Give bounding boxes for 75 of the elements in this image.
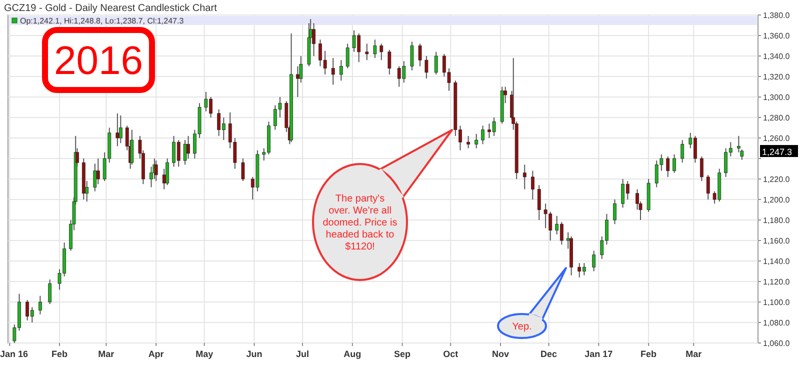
y-tick-label: 1,140.0 xyxy=(763,257,790,266)
candlestick xyxy=(410,41,414,71)
candlestick xyxy=(613,199,616,225)
year-badge: 2016 xyxy=(42,27,155,93)
candlestick xyxy=(680,140,684,164)
y-tick-label: 1,060.0 xyxy=(763,339,790,348)
x-tick-label: Jun xyxy=(246,349,262,359)
x-tick-label: May xyxy=(196,349,214,359)
price-tag: 1,247.3 xyxy=(760,145,798,158)
candlestick xyxy=(418,43,422,67)
y-tick-label: 1,080.0 xyxy=(763,318,790,328)
x-tick-label: Mar xyxy=(98,349,115,359)
candlestick xyxy=(700,156,704,182)
candlestick xyxy=(522,164,526,190)
y-tick-label: 1,260.0 xyxy=(763,134,790,143)
y-tick-label: 1,180.0 xyxy=(763,216,790,225)
candlestick xyxy=(339,60,343,82)
y-tick-label: 1,220.0 xyxy=(763,175,790,184)
annotation: 2016 xyxy=(54,39,143,83)
candlestick xyxy=(466,135,470,149)
candlestick xyxy=(186,135,190,159)
x-tick-label: Feb xyxy=(51,349,68,359)
candlestick xyxy=(365,43,369,61)
candlestick xyxy=(166,158,170,186)
x-tick-label: Feb xyxy=(640,349,658,359)
candlestick xyxy=(706,174,710,200)
chart-title: GCZ19 - Gold - Daily Nearest Candlestick Chart xyxy=(4,3,218,14)
candlestick xyxy=(592,250,596,272)
annotation: Op:1,242.1, Hi:1,248.8, Lo:1,238.7, Cl:1,247.3 xyxy=(20,16,184,26)
candlestick xyxy=(96,158,100,185)
candlestick xyxy=(474,133,478,149)
candlestick xyxy=(388,49,392,75)
x-tick-label: Jan 17 xyxy=(584,349,613,359)
candlestick xyxy=(537,184,541,220)
candlestick xyxy=(118,114,122,144)
candlestick xyxy=(424,56,428,80)
x-tick-label: Jan 16 xyxy=(0,349,28,359)
info-header: Op:1,242.1, Hi:1,248.8, Lo:1,238.7, Cl:1,247.3 xyxy=(9,16,757,26)
y-tick-label: 1,360.0 xyxy=(763,32,790,40)
x-tick-label: Nov xyxy=(492,349,509,359)
candlestick xyxy=(38,295,42,315)
candlestick xyxy=(380,43,384,61)
candlestick xyxy=(331,58,335,86)
x-tick-label: Dec xyxy=(540,349,558,359)
candlestick xyxy=(672,154,676,174)
y-tick-label: 1,320.0 xyxy=(763,72,790,82)
annotation: Yep. xyxy=(512,322,532,332)
candlestick xyxy=(48,278,52,305)
candlestick xyxy=(241,158,245,182)
y-tick-label: 1,120.0 xyxy=(763,278,790,286)
candlestick xyxy=(434,51,438,75)
annotation: The party's over. We're all doomed. Price is headed back to $1120! xyxy=(322,194,398,252)
candlestick xyxy=(346,43,350,69)
candlestick xyxy=(116,112,120,147)
x-tick-label: Apr xyxy=(148,349,164,359)
y-tick-label: 1,340.0 xyxy=(763,52,790,61)
y-tick-label: 1,300.0 xyxy=(763,93,790,102)
y-tick-label: 1,380.0 xyxy=(763,11,790,20)
y-tick-label: 1,160.0 xyxy=(763,236,790,246)
x-tick-label: Aug xyxy=(344,349,362,359)
x-tick-label: Oct xyxy=(443,349,458,359)
candlestick xyxy=(736,135,740,153)
y-tick-label: 1,200.0 xyxy=(763,196,790,204)
candlestick xyxy=(530,170,534,200)
x-tick-label: Jul xyxy=(296,349,310,359)
speech-bubble: Yep. xyxy=(497,267,567,339)
y-tick-label: 1,100.0 xyxy=(763,298,790,307)
candlestick xyxy=(481,125,484,145)
candlestick xyxy=(183,140,187,166)
candlestick xyxy=(666,156,670,178)
x-tick-label: Mar xyxy=(686,349,702,359)
candlestick xyxy=(296,66,300,98)
candlestick xyxy=(373,39,377,59)
y-tick-label: 1,280.0 xyxy=(763,114,790,122)
x-tick-label: Sep xyxy=(394,349,412,359)
